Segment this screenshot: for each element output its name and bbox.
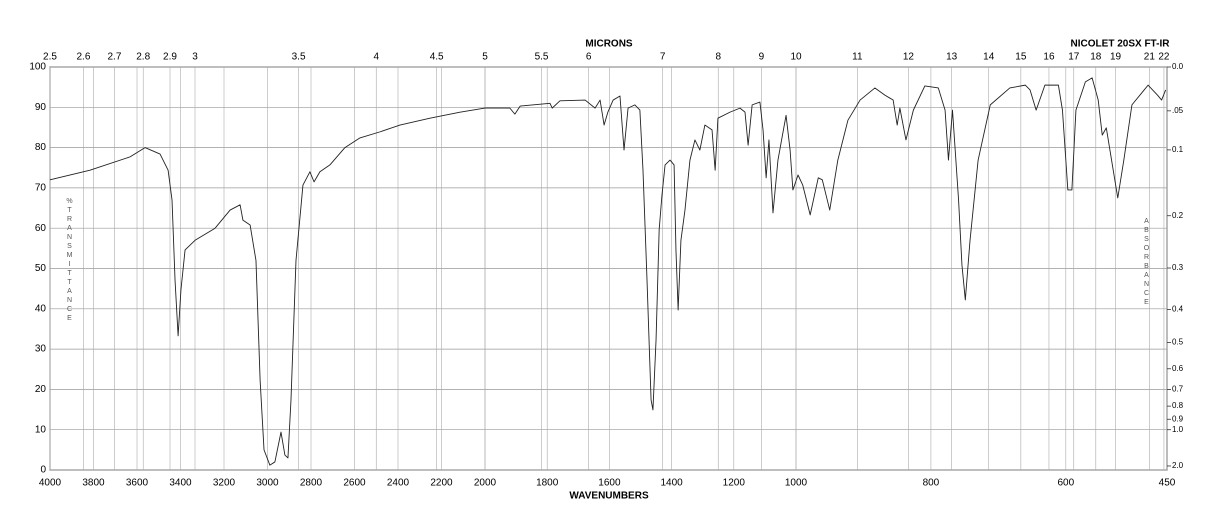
x2-tick-label: 22 (1158, 52, 1170, 63)
x-tick-label: 800 (923, 478, 940, 489)
x-tick-label: 3400 (169, 478, 192, 489)
x2-tick-label: 4 (373, 52, 379, 63)
x2-tick-label: 2.8 (136, 52, 150, 63)
x2-tick-label: 12 (903, 52, 915, 63)
x-tick-label: 2200 (430, 478, 453, 489)
x2-tick-label: 5 (482, 52, 488, 63)
x2-tick-label: 4.5 (430, 52, 444, 63)
x2-tick-label: 7 (660, 52, 666, 63)
x2-tick-label: 13 (946, 52, 958, 63)
x-tick-label: 1200 (723, 478, 746, 489)
x2-tick-label: 14 (983, 52, 995, 63)
y-tick-label: 80 (35, 142, 47, 153)
y2-tick-label: 0.0 (1172, 62, 1184, 71)
y-tick-label: 40 (35, 303, 47, 314)
x-tick-label: 1600 (598, 478, 621, 489)
y2-tick-label: 0.3 (1172, 263, 1184, 272)
y-tick-label: 10 (35, 424, 47, 435)
spectrum-line (49, 77, 1167, 466)
y-tick-label: 0 (40, 465, 46, 476)
x2-tick-label: 3.5 (292, 52, 306, 63)
y2-tick-label: .05 (1172, 106, 1184, 115)
x2-tick-label: 17 (1068, 52, 1080, 63)
y-tick-label: 30 (35, 344, 47, 355)
x2-tick-label: 16 (1043, 52, 1055, 63)
y2-tick-label: 0.6 (1172, 364, 1184, 373)
y-tick-label: 60 (35, 223, 47, 234)
y-tick-label: 70 (35, 183, 47, 194)
y2-tick-label: 0.7 (1172, 385, 1184, 394)
x2-tick-label: 9 (759, 52, 765, 63)
x2-tick-label: 11 (852, 52, 863, 63)
y2-axis-title: ABSORBANCE (1143, 218, 1150, 308)
x-tick-label: 3600 (126, 478, 149, 489)
y2-tick-label: 0.9 (1172, 414, 1184, 423)
x2-tick-label: 5.5 (535, 52, 549, 63)
x2-tick-label: 18 (1090, 52, 1102, 63)
x2-tick-label: 6 (586, 52, 592, 63)
x-tick-label: 2800 (300, 478, 323, 489)
y2-tick-label: 2.0 (1172, 461, 1184, 470)
y2-tick-label: 0.2 (1172, 211, 1184, 220)
x-tick-label: 450 (1159, 478, 1176, 489)
y-axis-title: %TRANSMITTANCE (66, 198, 73, 324)
chart-title: NICOLET 20SX FT-IR (1071, 39, 1171, 50)
x2-tick-label: 15 (1015, 52, 1027, 63)
x2-tick-label: 10 (790, 52, 802, 63)
x2-tick-label: 2.7 (107, 52, 121, 63)
y2-tick-label: 1.0 (1172, 425, 1184, 434)
x-tick-label: 600 (1057, 478, 1074, 489)
x-tick-label: 1400 (660, 478, 683, 489)
x2-tick-label: 8 (715, 52, 721, 63)
x-tick-label: 2600 (343, 478, 366, 489)
x2-tick-label: 2.6 (77, 52, 91, 63)
x2-tick-label: 2.5 (43, 52, 57, 63)
x-tick-label: 3200 (213, 478, 236, 489)
y2-tick-label: 0.1 (1172, 145, 1184, 154)
x-tick-label: 1800 (536, 478, 559, 489)
x-tick-label: 4000 (39, 478, 62, 489)
y-tick-label: 20 (35, 384, 47, 395)
x2-axis-title: MICRONS (585, 39, 633, 50)
y-tick-label: 90 (35, 102, 47, 113)
x-tick-label: 1000 (785, 478, 808, 489)
x2-tick-label: 3 (192, 52, 198, 63)
x2-tick-label: 21 (1144, 52, 1156, 63)
x-tick-label: 2400 (387, 478, 410, 489)
y-tick-label: 50 (35, 263, 47, 274)
y2-tick-label: 0.5 (1172, 338, 1184, 347)
x-tick-label: 3800 (82, 478, 105, 489)
y2-tick-label: 0.4 (1172, 305, 1184, 314)
x-axis-title: WAVENUMBERS (569, 491, 649, 502)
y-tick-label: 100 (29, 62, 46, 73)
x-tick-label: 3000 (256, 478, 279, 489)
x2-tick-label: 2.9 (163, 52, 177, 63)
x2-tick-label: 19 (1110, 52, 1122, 63)
x-tick-label: 2000 (474, 478, 497, 489)
y2-tick-label: 0.8 (1172, 401, 1184, 410)
